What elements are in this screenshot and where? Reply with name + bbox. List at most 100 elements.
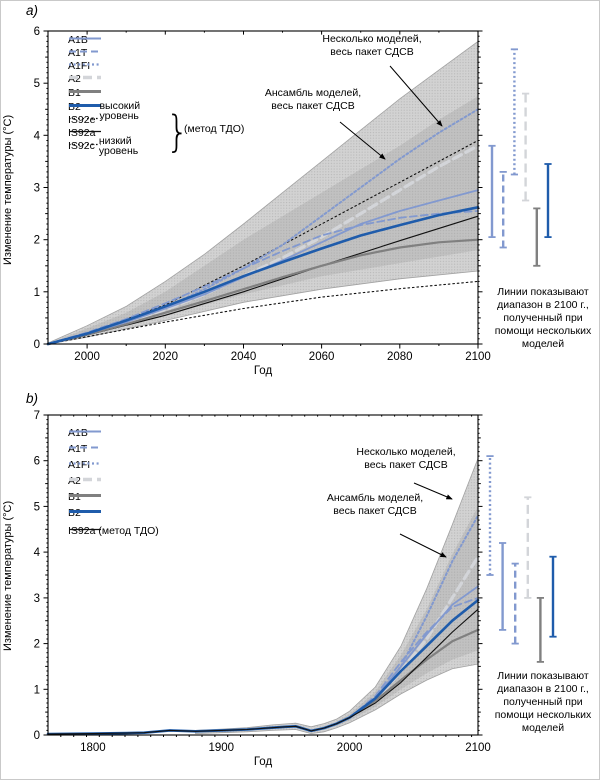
legend-sample-B2 <box>69 104 101 107</box>
svg-text:1800: 1800 <box>80 742 106 754</box>
legend-sample-A1B <box>69 430 101 433</box>
svg-text:2020: 2020 <box>153 351 179 363</box>
x-axis-ticks <box>60 415 473 737</box>
annotation-arrow-0 <box>389 65 443 127</box>
series-A1T-curve <box>348 597 479 719</box>
svg-text:2000: 2000 <box>337 742 363 754</box>
svg-text:1: 1 <box>34 287 40 299</box>
svg-text:2100: 2100 <box>465 742 491 754</box>
legend-item-A1FI: A1FI <box>68 459 101 471</box>
svg-text:7: 7 <box>34 410 40 422</box>
x-axis-tick-labels: 2000 2020 2040 2060 2080 2100 <box>74 351 490 363</box>
range-bar-A2 <box>524 496 532 599</box>
svg-text:4: 4 <box>34 130 41 142</box>
legend-sample-B2 <box>69 510 101 513</box>
panel-b-y-axis-title: Изменение температуры (°C) <box>2 500 14 652</box>
panel-a-label: a) <box>26 3 39 18</box>
panel-a-annotation-several-models: Несколько моделей, весь пакет СДСВ <box>322 33 422 58</box>
svg-text:4: 4 <box>34 547 41 559</box>
series-B1-curve <box>46 238 480 346</box>
svg-text:2: 2 <box>34 235 40 247</box>
legend-label: A1T <box>68 47 88 59</box>
legend-label: A1B <box>68 427 88 439</box>
panel-b-plot: 1800 1900 2000 2100 0 1 2 3 4 5 6 7 <box>34 410 557 754</box>
range-bar-B2 <box>549 555 557 638</box>
legend-sample-A2 <box>69 75 101 80</box>
legend-sample-A1B <box>69 37 101 40</box>
series-A1T-curve <box>47 210 479 345</box>
svg-text:3: 3 <box>34 183 40 195</box>
panel-b-x-axis-title: Год <box>253 756 273 768</box>
range-bar-A1T <box>511 562 519 645</box>
series-B2-curve <box>46 206 480 346</box>
legend-sample-B1 <box>69 90 101 93</box>
x-axis-ticks <box>86 31 479 349</box>
svg-text:2060: 2060 <box>309 351 335 363</box>
y-axis-ticks <box>43 414 483 736</box>
legend-item-B1: B1 <box>68 491 101 503</box>
y-axis-tick-labels: 0 1 2 3 4 5 6 <box>34 26 41 351</box>
legend-item-A1T: A1T <box>68 47 101 59</box>
svg-text:2: 2 <box>34 639 40 651</box>
range-bar-A1FI <box>510 48 518 176</box>
legend-sample-B1 <box>69 494 101 497</box>
legend-item-A1T: A1T <box>68 443 101 455</box>
svg-text:2100: 2100 <box>465 351 491 363</box>
panel-a-y-axis-title: Изменение температуры (°C) <box>2 114 14 266</box>
series-IS92c-curve <box>47 280 479 345</box>
svg-text:0: 0 <box>34 339 40 351</box>
range-bar-A1B <box>488 144 496 239</box>
is92-range-brace: } <box>166 108 189 157</box>
panel-b-annotation-several-models: Несколько моделей, весь пакет СДСВ <box>356 446 456 471</box>
range-bar-B2 <box>544 163 552 239</box>
legend-item-A1B: A1B <box>68 34 101 46</box>
range-bar-B1 <box>533 207 541 267</box>
legend-sample-A1FI <box>69 462 101 465</box>
range-bar-A2 <box>522 92 530 202</box>
legend-label: A1B <box>68 34 88 46</box>
legend-label: IS92e <box>68 114 96 126</box>
legend-label: IS92c <box>68 140 95 152</box>
legend-sample-IS92e <box>69 117 101 120</box>
svg-text:2000: 2000 <box>74 351 100 363</box>
legend-sample-A2 <box>69 477 101 482</box>
range-bar-A1T <box>499 170 507 249</box>
panel-b-label: b) <box>26 391 39 406</box>
legend-label: A1FI <box>68 60 91 72</box>
range-bar-A1FI <box>486 455 494 576</box>
panel-a-bars-caption: Линии показывают диапазон в 2100 г., пол… <box>494 286 592 350</box>
svg-text:1: 1 <box>34 684 40 696</box>
legend-sample-A1T <box>69 50 101 53</box>
svg-text:6: 6 <box>34 456 40 468</box>
svg-text:3: 3 <box>34 593 40 605</box>
legend-sample-A1T <box>69 446 101 449</box>
svg-text:5: 5 <box>34 78 40 90</box>
legend-item-IS92c: IS92c низкий уровень <box>68 135 138 156</box>
annotation-arrow-1 <box>339 121 386 160</box>
series-IS92a-curve <box>47 608 479 735</box>
envelope-stipple <box>336 506 478 726</box>
legend-suffix-IS92e: высокий уровень <box>99 99 141 122</box>
annotation-arrow-0 <box>413 482 453 500</box>
legend-item-A2: A2 <box>68 475 101 487</box>
legend-label: A1FI <box>68 459 91 471</box>
envelope-stipple <box>48 41 478 345</box>
panel-a-plot: 2000 2020 2040 2060 2080 2100 0 1 2 3 4 5 6 <box>34 26 552 363</box>
svg-text:6: 6 <box>34 26 40 38</box>
legend-label: IS92a <box>68 127 96 139</box>
panel-b-bars-caption: Линии показывают диапазон в 2100 г., пол… <box>494 670 592 734</box>
legend-item-B1: B1 <box>68 87 101 99</box>
legend-label: IS92a (метод ТДО) <box>68 525 159 537</box>
svg-text:5: 5 <box>34 501 40 513</box>
range-bar-A1B <box>499 542 507 631</box>
legend-item-A2: A2 <box>68 73 101 85</box>
panel-b-annotation-model-ensemble: Ансамбль моделей, весь пакет СДСВ <box>326 492 424 517</box>
legend-suffix-IS92c: низкий уровень <box>98 134 139 157</box>
annotation-arrow-1 <box>399 533 447 558</box>
series-A2-curve <box>348 555 480 720</box>
svg-text:2040: 2040 <box>231 351 257 363</box>
legend-sample-A1FI <box>69 63 101 66</box>
legend-item-A1FI: A1FI <box>68 60 101 72</box>
legend-item-IS92a: IS92a <box>68 127 101 139</box>
